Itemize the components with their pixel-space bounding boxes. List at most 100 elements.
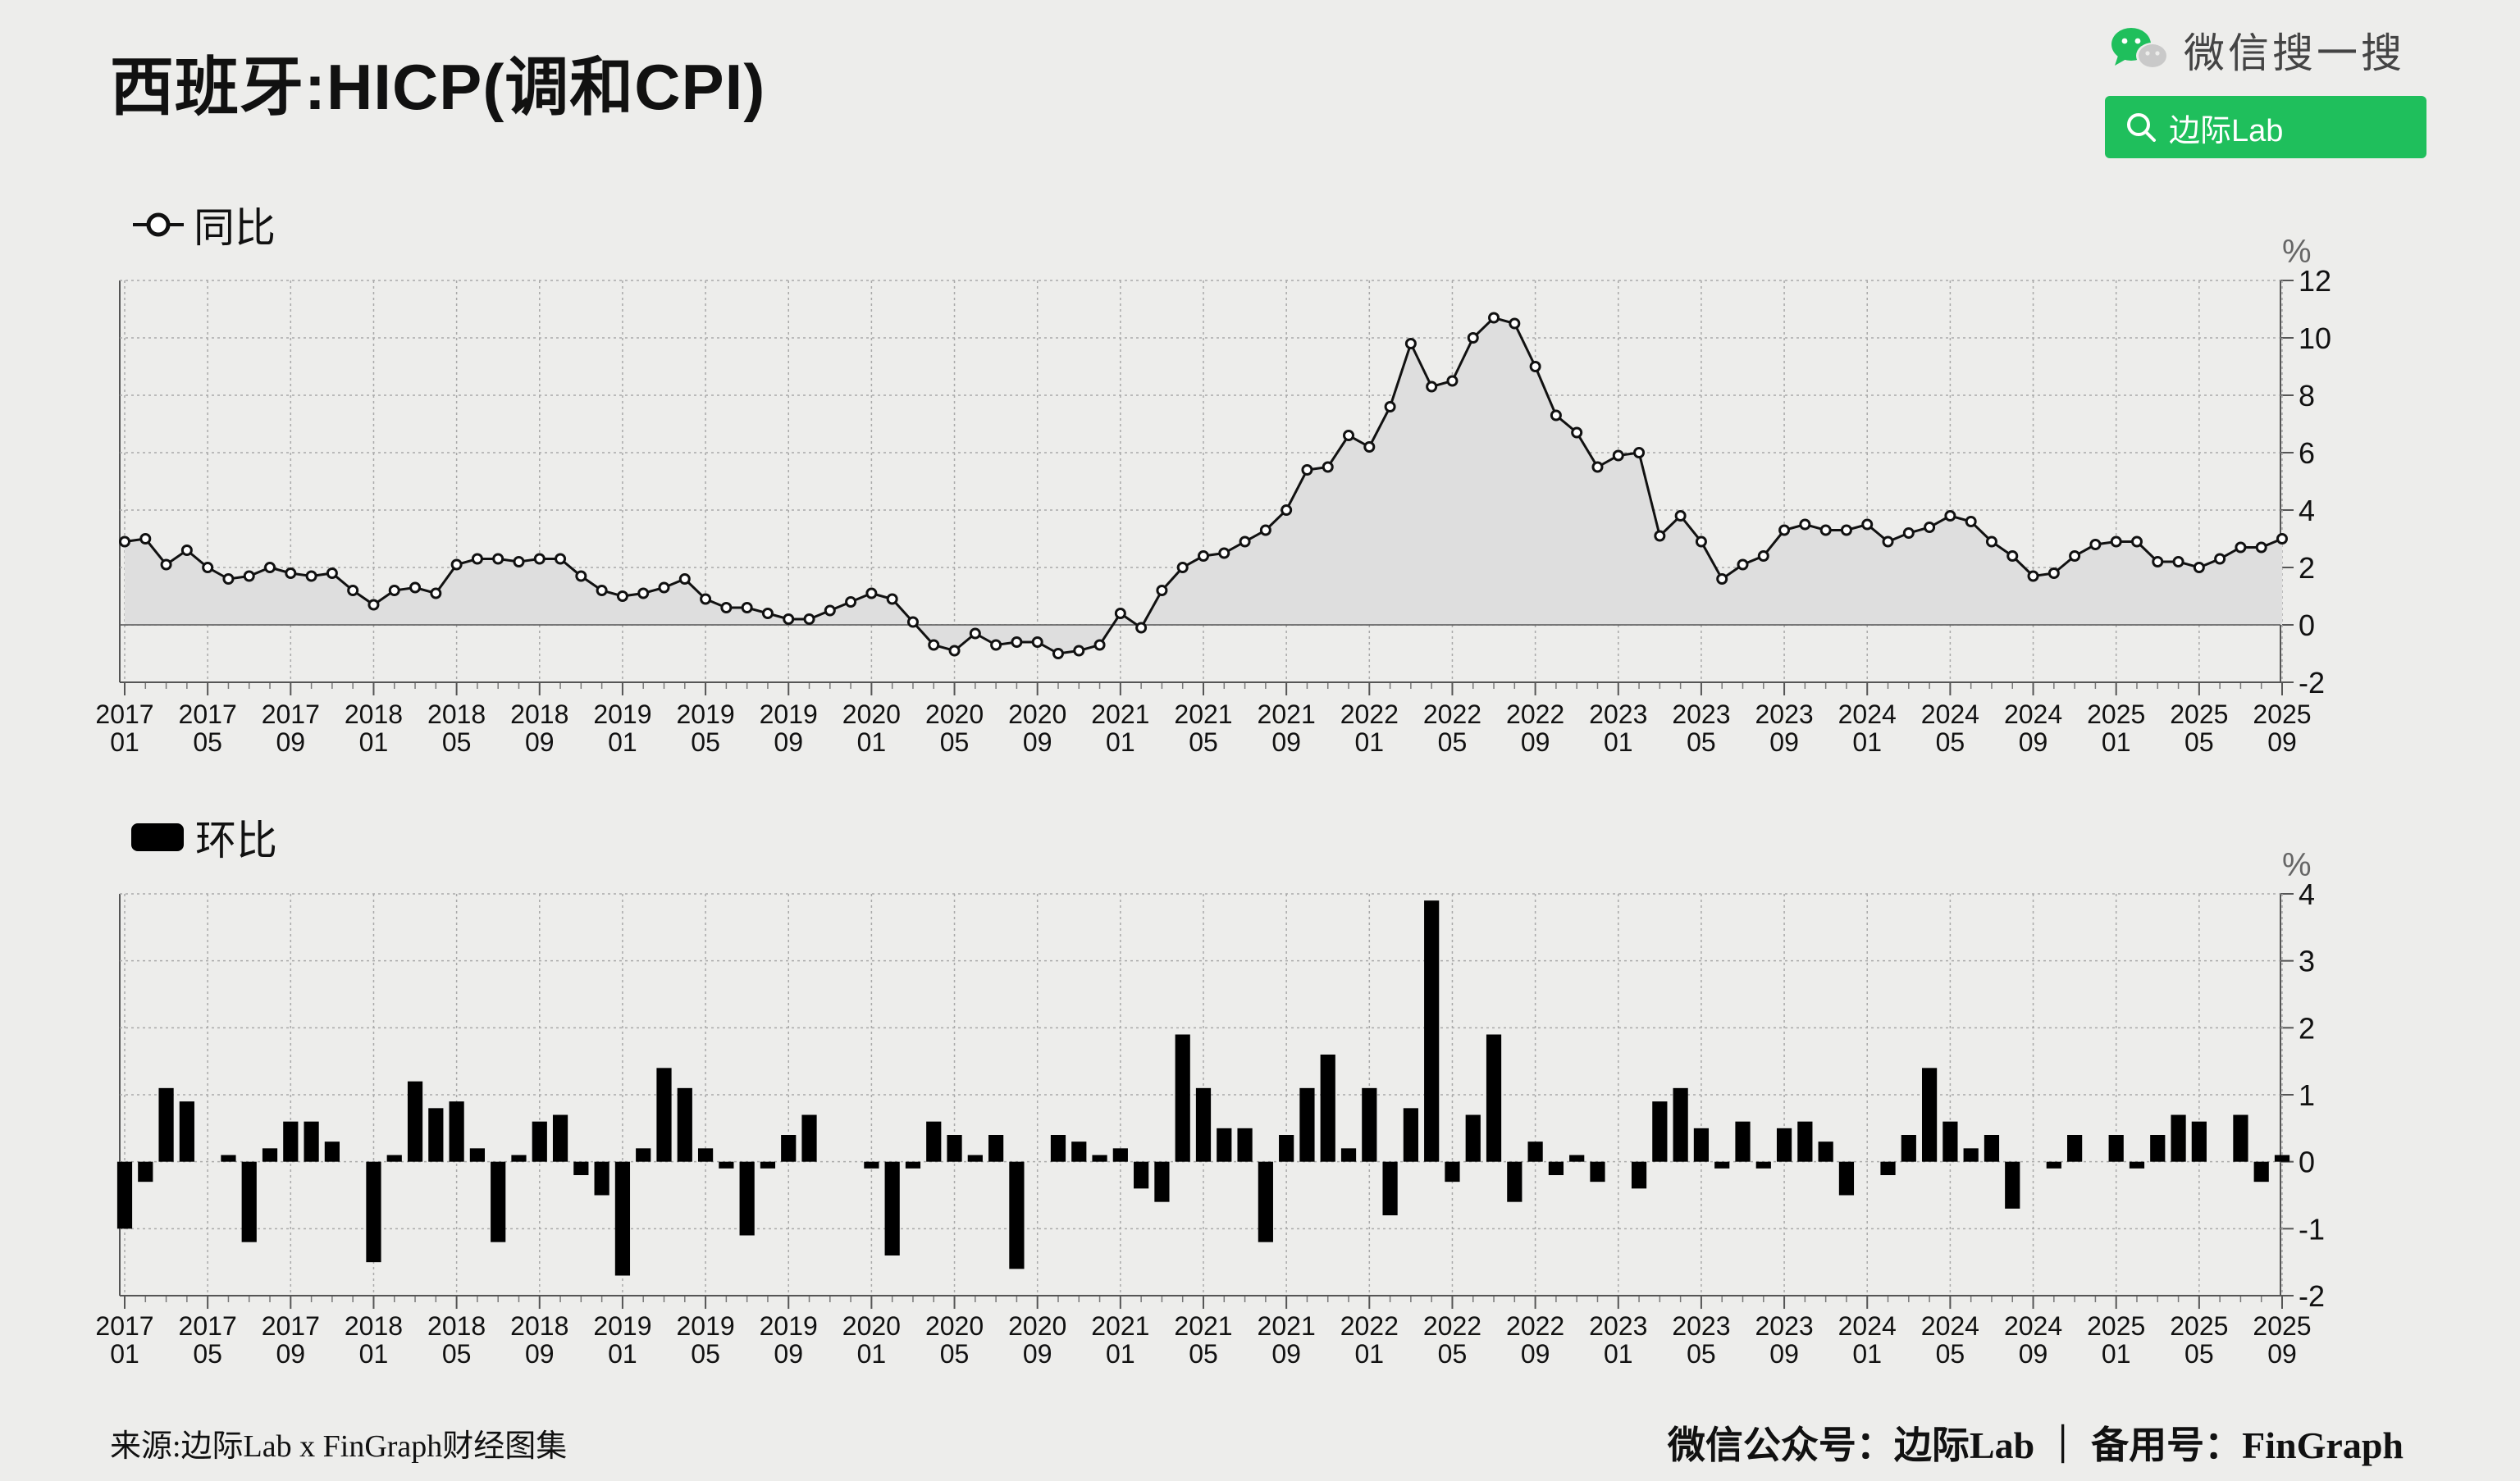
x-tick-label-year: 2019 bbox=[760, 699, 818, 729]
y-tick-label: 4 bbox=[2299, 494, 2315, 527]
x-tick-label-year: 2018 bbox=[427, 699, 486, 729]
data-point bbox=[139, 533, 152, 545]
data-point bbox=[2193, 562, 2205, 573]
data-point bbox=[1404, 338, 1417, 349]
data-point bbox=[119, 535, 130, 548]
data-point bbox=[388, 585, 400, 596]
data-point bbox=[658, 581, 670, 594]
x-tick-label-month: 05 bbox=[1936, 1339, 1965, 1369]
bar bbox=[262, 1148, 278, 1162]
bar bbox=[1320, 1055, 1335, 1162]
wechat-icon bbox=[2108, 25, 2172, 76]
x-tick-label-year: 2017 bbox=[179, 1311, 237, 1341]
data-point bbox=[1446, 375, 1459, 387]
bar bbox=[532, 1121, 547, 1162]
bar bbox=[2150, 1135, 2166, 1162]
bar bbox=[1279, 1135, 1294, 1162]
x-tick-label-month: 09 bbox=[774, 1339, 803, 1369]
data-point bbox=[1778, 524, 1791, 536]
data-point bbox=[637, 587, 650, 599]
x-tick-label-year: 2018 bbox=[510, 1311, 568, 1341]
bar bbox=[511, 1155, 527, 1162]
x-tick-label-year: 2017 bbox=[179, 699, 237, 729]
x-tick-label-year: 2025 bbox=[2087, 1311, 2145, 1341]
bar bbox=[1569, 1155, 1585, 1162]
bar bbox=[1880, 1161, 1896, 1175]
data-point bbox=[1363, 441, 1376, 453]
bar bbox=[1217, 1128, 1232, 1162]
x-tick-label-month: 01 bbox=[359, 727, 389, 757]
data-point bbox=[1384, 401, 1396, 412]
data-point bbox=[803, 613, 815, 625]
data-point bbox=[1737, 558, 1749, 571]
bar bbox=[1050, 1135, 1066, 1162]
data-point bbox=[906, 616, 919, 628]
data-point bbox=[513, 556, 525, 567]
data-point bbox=[2276, 533, 2288, 545]
y-tick-label: 10 bbox=[2299, 321, 2331, 355]
bar bbox=[1631, 1161, 1647, 1189]
x-tick-label-year: 2019 bbox=[676, 699, 734, 729]
bar bbox=[116, 1161, 133, 1229]
bar bbox=[1009, 1161, 1025, 1269]
data-point bbox=[1176, 562, 1189, 573]
x-tick-label-month: 01 bbox=[1852, 727, 1882, 757]
bar bbox=[1445, 1161, 1460, 1183]
x-tick-label-year: 2025 bbox=[2170, 1311, 2228, 1341]
data-point bbox=[2006, 550, 2019, 562]
bar bbox=[2253, 1161, 2269, 1183]
data-point bbox=[886, 593, 898, 605]
x-tick-label-year: 2020 bbox=[842, 1311, 901, 1341]
x-tick-label-month: 05 bbox=[193, 727, 222, 757]
data-point bbox=[1882, 535, 1894, 548]
x-tick-label-month: 09 bbox=[2267, 1339, 2297, 1369]
bar bbox=[697, 1148, 714, 1162]
data-point bbox=[1031, 636, 1043, 648]
bar bbox=[138, 1161, 153, 1183]
x-tick-label-year: 2020 bbox=[1008, 1311, 1066, 1341]
bar bbox=[1092, 1155, 1107, 1162]
bar bbox=[760, 1161, 776, 1169]
x-tick-label-month: 05 bbox=[691, 727, 720, 757]
data-point bbox=[1819, 524, 1832, 536]
x-tick-label-year: 2019 bbox=[760, 1311, 818, 1341]
bar bbox=[179, 1101, 194, 1162]
data-point bbox=[2172, 556, 2184, 567]
x-tick-label-month: 01 bbox=[857, 1339, 887, 1369]
bar bbox=[1195, 1087, 1212, 1162]
data-point bbox=[865, 587, 878, 599]
x-tick-label-month: 09 bbox=[1271, 1339, 1301, 1369]
data-point bbox=[1571, 426, 1583, 439]
x-tick-label-month: 05 bbox=[1936, 727, 1965, 757]
data-point bbox=[1488, 312, 1500, 324]
y-tick-label: 0 bbox=[2299, 608, 2315, 642]
bar bbox=[552, 1114, 568, 1162]
bar bbox=[449, 1101, 464, 1162]
x-tick-label-year: 2022 bbox=[1423, 699, 1481, 729]
x-tick-label-year: 2021 bbox=[1174, 1311, 1232, 1341]
bar bbox=[905, 1161, 921, 1169]
data-point bbox=[202, 562, 214, 573]
bar bbox=[1071, 1142, 1087, 1162]
bar bbox=[677, 1087, 692, 1162]
x-tick-label-month: 01 bbox=[1355, 727, 1385, 757]
x-tick-label-year: 2022 bbox=[1340, 699, 1399, 729]
x-tick-label-year: 2018 bbox=[427, 1311, 486, 1341]
search-button[interactable]: 边际Lab bbox=[2105, 96, 2426, 158]
x-tick-label-year: 2019 bbox=[593, 699, 651, 729]
x-tick-label-year: 2020 bbox=[1008, 699, 1066, 729]
data-point bbox=[2069, 550, 2081, 562]
x-tick-label-month: 01 bbox=[608, 727, 637, 757]
bar bbox=[1921, 1068, 1938, 1162]
bar bbox=[241, 1161, 257, 1242]
data-point bbox=[1218, 547, 1230, 559]
data-point bbox=[160, 558, 172, 571]
x-tick-label-month: 05 bbox=[940, 1339, 970, 1369]
data-point bbox=[616, 590, 628, 602]
y-tick-label: 4 bbox=[2299, 877, 2315, 911]
bar bbox=[1154, 1161, 1170, 1202]
data-point bbox=[1799, 518, 1811, 531]
bar bbox=[1838, 1161, 1855, 1196]
data-point bbox=[2214, 553, 2226, 565]
data-point bbox=[2110, 535, 2122, 548]
